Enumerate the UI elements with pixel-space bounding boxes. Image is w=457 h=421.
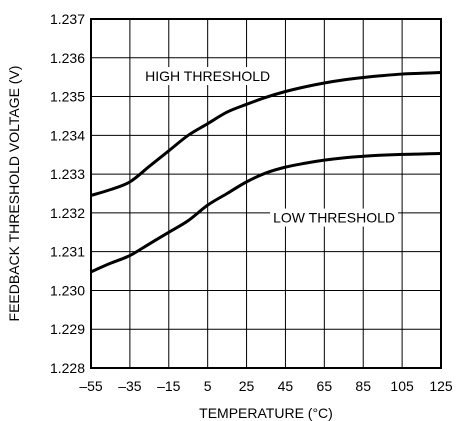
x-tick-label: –35 — [118, 378, 142, 394]
x-tick-label: 65 — [317, 378, 333, 394]
y-tick-label: 1.234 — [50, 127, 85, 143]
series-line-high-threshold — [90, 71, 442, 197]
y-tick-label: 1.228 — [50, 360, 85, 376]
y-tick-label: 1.231 — [50, 244, 85, 260]
y-tick-label: 1.232 — [50, 205, 85, 221]
y-tick-label: 1.236 — [50, 50, 85, 66]
series-lines — [90, 71, 442, 274]
y-tick-label: 1.233 — [50, 166, 85, 182]
series-line-low-threshold — [90, 152, 442, 274]
x-tick-label: –55 — [79, 378, 103, 394]
annotation-label-low-threshold: LOW THRESHOLD — [273, 210, 395, 226]
annotation-label-high-threshold: HIGH THRESHOLD — [145, 68, 270, 84]
x-tick-labels: –55 –35 –15 5 25 45 65 85 105 125 — [79, 378, 453, 394]
x-tick-label: 85 — [355, 378, 371, 394]
y-tick-label: 1.237 — [50, 11, 85, 27]
y-axis-label: FEEDBACK THRESHOLD VOLTAGE (V) — [6, 66, 22, 322]
x-tick-label: 105 — [390, 378, 414, 394]
x-tick-label: 45 — [278, 378, 294, 394]
y-tick-labels: 1.228 1.229 1.230 1.231 1.232 1.233 1.234 1.235… — [50, 11, 85, 376]
annotation-background — [142, 67, 274, 86]
y-tick-label: 1.235 — [50, 89, 85, 105]
x-axis-label: TEMPERATURE (°C) — [199, 405, 333, 421]
x-tick-label: 125 — [429, 378, 453, 394]
annotation-group: HIGH THRESHOLD — [142, 67, 274, 86]
annotation-background — [270, 208, 398, 227]
plot-frame — [90, 18, 442, 369]
x-tick-label: –15 — [157, 378, 181, 394]
y-tick-label: 1.230 — [50, 282, 85, 298]
annotations: HIGH THRESHOLD LOW THRESHOLD — [142, 67, 398, 227]
annotation-group: LOW THRESHOLD — [270, 208, 398, 227]
y-tick-label: 1.229 — [50, 321, 85, 337]
x-tick-label: 25 — [239, 378, 255, 394]
x-tick-label: 5 — [204, 378, 212, 394]
